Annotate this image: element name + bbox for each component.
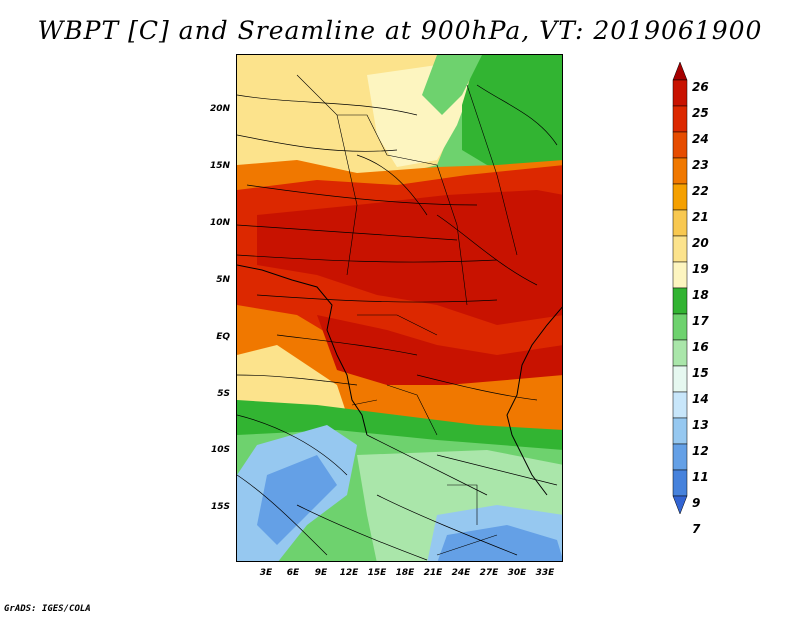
lat-label-5n: 5N [216,275,230,285]
colorbar [672,62,688,515]
colorbar-swatch [672,183,688,211]
lon-label-9e: 9E [314,568,328,578]
grads-credit: GrADS: IGES/COLA [4,604,91,614]
colorbar-swatch [672,365,688,393]
lon-label-12e: 12E [339,568,359,578]
colorbar-swatch [672,443,688,471]
field-hot-inner [257,190,562,325]
colorbar-label: 23 [692,158,709,172]
colorbar-label: 20 [692,236,709,250]
colorbar-label: 9 [692,496,701,510]
lon-label-30e: 30E [507,568,527,578]
colorbar-label: 21 [692,210,709,224]
colorbar-swatch [672,339,688,367]
colorbar-label: 14 [692,392,709,406]
lat-label-20n: 20N [209,104,230,114]
lon-label-33e: 33E [535,568,555,578]
colorbar-label: 26 [692,80,709,94]
colorbar-swatch [672,469,688,497]
colorbar-swatch [672,131,688,159]
lat-label-10n: 10N [209,218,230,228]
colorbar-label: 12 [692,444,709,458]
colorbar-label: 24 [692,132,709,146]
colorbar-label: 7 [692,522,701,536]
field-northeast-green [462,55,562,173]
lon-label-3e: 3E [259,568,273,578]
colorbar-swatch [672,261,688,289]
colorbar-swatch [672,157,688,185]
lon-label-6e: 6E [286,568,300,578]
lat-label-15n: 15N [209,161,230,171]
colorbar-swatch [672,235,688,263]
field-northeast-light [422,55,482,115]
colorbar-arrow-bottom [672,495,688,515]
lon-label-18e: 18E [395,568,415,578]
map-title: WBPT [C] and Sreamline at 900hPa, VT: 20… [37,16,763,45]
colorbar-label: 15 [692,366,709,380]
colorbar-swatch [672,391,688,419]
lon-label-27e: 27E [479,568,499,578]
field-southwest-deep [257,455,337,545]
wbpt-map [237,55,562,561]
colorbar-swatch [672,313,688,341]
border-lines [296,74,518,556]
colorbar-label: 25 [692,106,709,120]
colorbar-label: 11 [692,470,709,484]
field-southeast-deep [437,525,562,561]
colorbar-swatch [672,287,688,315]
lon-label-21e: 21E [423,568,443,578]
lat-label-15s: 15S [210,502,230,512]
colorbar-label: 17 [692,314,709,328]
field-coast-red [317,315,562,385]
colorbar-swatch [672,417,688,445]
coastline-west-africa [237,264,368,436]
colorbar-arrow-top [672,62,688,81]
lon-label-15e: 15E [367,568,387,578]
lon-label-24e: 24E [451,568,471,578]
colorbar-swatch [672,105,688,133]
colorbar-label: 19 [692,262,709,276]
colorbar-swatch [672,79,688,107]
streamlines [237,84,558,561]
coastline-east-africa [506,306,562,496]
lat-label-10s: 10S [210,445,230,455]
lat-label-5s: 5S [217,389,230,399]
colorbar-swatch [672,209,688,237]
colorbar-label: 13 [692,418,709,432]
colorbar-label: 16 [692,340,709,354]
colorbar-label: 18 [692,288,709,302]
map-panel [236,54,563,562]
lat-label-eq: EQ [216,332,230,342]
colorbar-label: 22 [692,184,709,198]
